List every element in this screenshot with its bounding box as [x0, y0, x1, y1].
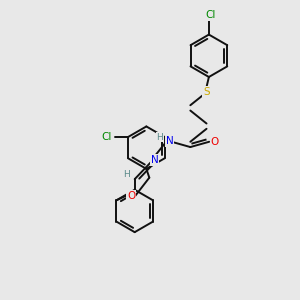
Text: O: O	[127, 191, 135, 201]
Text: N: N	[166, 136, 174, 146]
Text: Cl: Cl	[205, 11, 215, 20]
Text: S: S	[203, 87, 210, 97]
Text: O: O	[210, 137, 219, 147]
Text: H: H	[123, 170, 130, 179]
Text: N: N	[151, 155, 158, 165]
Text: Cl: Cl	[102, 132, 112, 142]
Text: H: H	[156, 133, 163, 142]
